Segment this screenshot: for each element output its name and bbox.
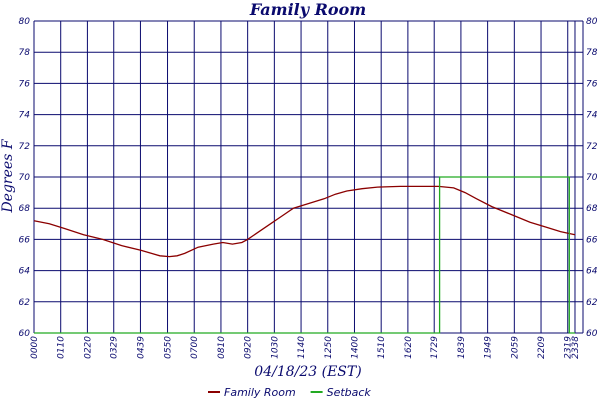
x-tick-label: 1250 — [324, 336, 334, 359]
y-tick-label-right: 78 — [586, 48, 598, 58]
x-tick-label: 0329 — [110, 336, 120, 359]
x-tick-label: 0700 — [190, 336, 200, 359]
x-tick-label: 1400 — [350, 336, 360, 359]
y-tick-label-right: 76 — [586, 79, 598, 89]
x-tick-label: 0110 — [57, 336, 67, 359]
y-tick-label: 68 — [19, 204, 31, 214]
tick-labels: 60 60 62 62 64 64 66 66 68 68 70 70 72 72 74 74 76 76 78 78… — [19, 17, 598, 359]
grid — [33, 20, 584, 334]
y-tick-label-right: 68 — [586, 204, 598, 214]
y-tick-label: 78 — [19, 48, 31, 58]
y-tick-label: 62 — [19, 298, 31, 308]
y-tick-label: 72 — [19, 142, 31, 152]
x-tick-label: 1620 — [404, 336, 414, 359]
y-tick-label: 64 — [19, 267, 31, 277]
legend-label: Family Room — [224, 386, 296, 399]
chart-title: Family Room — [249, 0, 366, 19]
legend-label: Setback — [327, 386, 372, 399]
series-line-family-room — [33, 185, 576, 258]
x-tick-label: 2319 — [564, 336, 574, 359]
x-tick-label: 1030 — [270, 336, 280, 359]
x-tick-label: 2059 — [510, 336, 520, 359]
y-tick-label: 70 — [19, 173, 31, 183]
x-tick-label: 2209 — [537, 336, 547, 359]
x-tick-label: 0550 — [164, 336, 174, 359]
y-tick-label: 80 — [19, 17, 31, 27]
legend: Family Room Setback — [208, 386, 371, 399]
x-tick-label: 1949 — [484, 336, 494, 359]
x-tick-label: 0810 — [217, 336, 227, 359]
series-line-setback — [34, 176, 575, 334]
x-tick-label: 1839 — [457, 336, 467, 359]
y-tick-label-right: 74 — [586, 111, 598, 121]
x-tick-label: 2338 — [571, 336, 581, 359]
x-tick-label: 1510 — [377, 336, 387, 359]
y-tick-label: 66 — [19, 235, 31, 245]
x-axis-label: 04/18/23 (EST) — [254, 364, 361, 380]
y-axis-label: Degrees F — [0, 138, 16, 213]
y-tick-label-right: 70 — [586, 173, 598, 183]
y-tick-label-right: 72 — [586, 142, 598, 152]
y-tick-label: 76 — [19, 79, 31, 89]
series-group — [33, 176, 576, 334]
x-tick-label: 1140 — [297, 336, 307, 359]
y-tick-label-right: 66 — [586, 235, 598, 245]
y-tick-label: 60 — [19, 329, 31, 339]
x-tick-label: 1729 — [430, 336, 440, 359]
y-tick-label-right: 60 — [586, 329, 598, 339]
x-tick-label: 0439 — [136, 336, 146, 359]
x-tick-label: 0220 — [83, 336, 93, 359]
y-tick-label: 74 — [19, 111, 31, 121]
x-tick-label: 0920 — [244, 336, 254, 359]
y-tick-label-right: 62 — [586, 298, 598, 308]
x-tick-label: 0000 — [30, 336, 40, 359]
y-tick-label-right: 64 — [586, 267, 598, 277]
y-tick-label-right: 80 — [586, 17, 598, 27]
